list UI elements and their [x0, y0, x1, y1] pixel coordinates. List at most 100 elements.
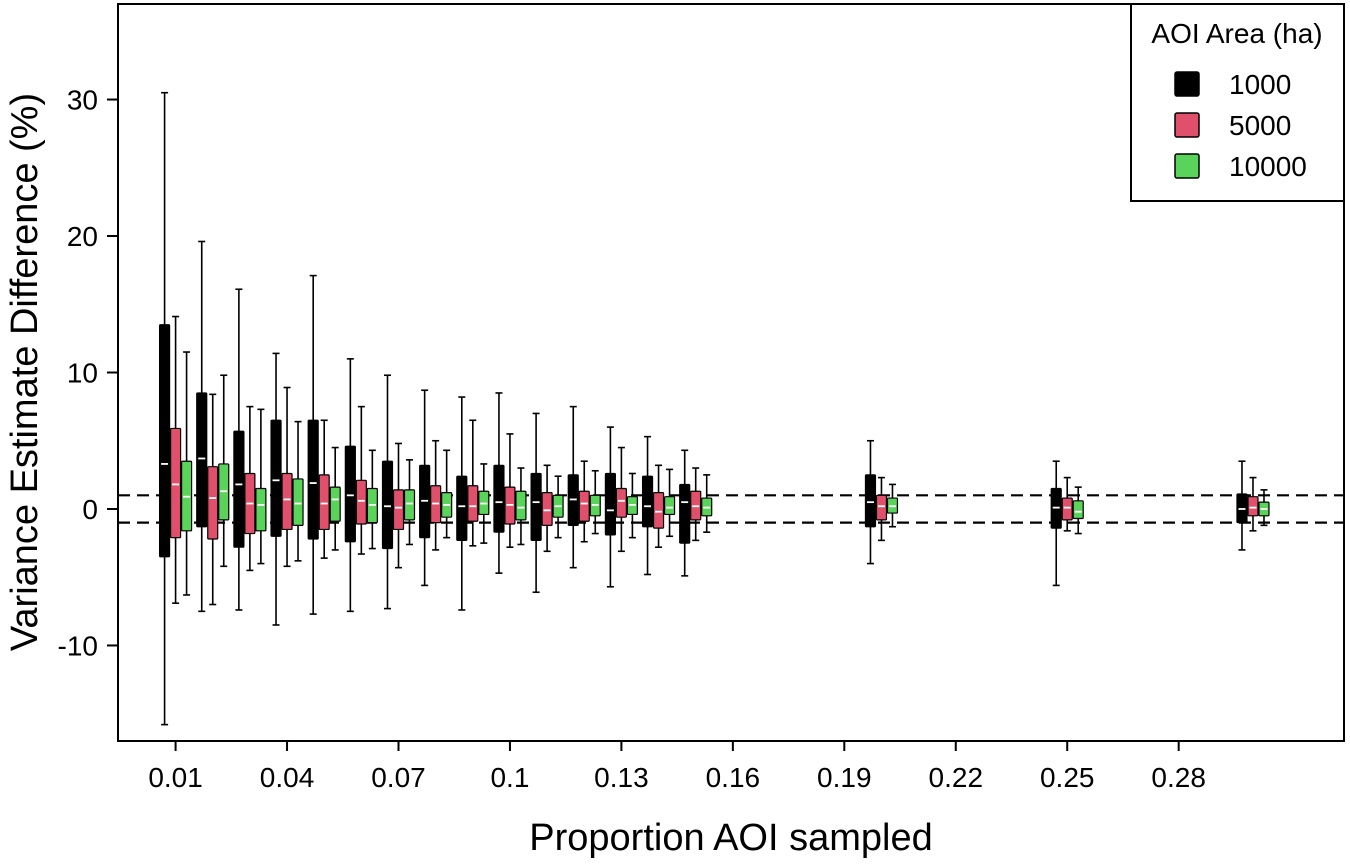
box-10000-0.14 — [663, 468, 676, 538]
box — [158, 324, 171, 558]
box-5000-0.11 — [541, 464, 553, 553]
box-1000-0.03 — [233, 288, 245, 611]
box-1000-0.09 — [456, 396, 468, 611]
box — [875, 494, 888, 521]
box-10000-0.08 — [441, 449, 453, 539]
box — [270, 419, 282, 537]
y-tick-label: 0 — [82, 494, 98, 525]
box — [292, 478, 304, 526]
x-axis-label: Proportion AOI sampled — [529, 817, 932, 859]
box-1000-0.11 — [530, 412, 542, 594]
box — [233, 430, 245, 548]
y-axis: -10 0 10 20 30 — [58, 85, 118, 661]
box — [307, 419, 319, 540]
box-1000-0.05 — [307, 274, 319, 615]
box-5000-0.12 — [578, 460, 590, 543]
legend-title: AOI Area (ha) — [1151, 18, 1322, 49]
series-1000 — [158, 91, 1248, 726]
box-5000-0.14 — [652, 464, 665, 548]
box-10000-0.04 — [292, 420, 304, 562]
x-tick-label: 0.19 — [817, 762, 872, 793]
box — [355, 479, 367, 525]
legend-label: 10000 — [1229, 151, 1307, 182]
y-tick-label: -10 — [58, 630, 98, 661]
box — [207, 466, 219, 540]
box-1000-0.25 — [1050, 460, 1062, 587]
box — [281, 472, 293, 531]
box — [329, 486, 341, 522]
box-10000-0.13 — [626, 472, 639, 539]
box — [381, 460, 394, 550]
box — [679, 483, 691, 544]
box-1000-0.14 — [641, 435, 654, 576]
box-5000-0.04 — [281, 386, 293, 568]
box-1000-0.1 — [493, 392, 505, 574]
box-1000-0.06 — [344, 358, 356, 613]
x-tick-label: 0.13 — [594, 762, 649, 793]
box — [615, 487, 628, 518]
box-5000-0.1 — [504, 433, 516, 548]
x-tick-label: 0.25 — [1040, 762, 1095, 793]
box — [196, 392, 208, 528]
box-5000-0.06 — [355, 405, 367, 555]
box-5000-0.03 — [244, 405, 256, 572]
legend-swatch — [1174, 71, 1200, 97]
box-5000-0.13 — [615, 446, 628, 553]
legend-label: 1000 — [1229, 69, 1291, 100]
box-10000-0.09 — [478, 463, 490, 544]
box-1000-0.13 — [604, 426, 617, 588]
y-tick-label: 10 — [67, 358, 98, 389]
box-10000-0.11 — [552, 475, 564, 539]
box-1000-0.04 — [270, 352, 282, 626]
box-5000-0.08 — [430, 439, 442, 551]
x-axis: 0.01 0.04 0.07 0.1 0.13 0.16 0.19 0.22 0.25 0.28 — [148, 741, 1206, 793]
legend: AOI Area (ha) 1000 5000 10000 — [1130, 3, 1345, 202]
box-5000-0.15 — [690, 467, 702, 542]
box — [515, 490, 527, 521]
legend-box — [1130, 3, 1345, 202]
x-tick-label: 0.28 — [1151, 762, 1206, 793]
box-10000-0.06 — [366, 449, 378, 550]
box-1000-0.3 — [1236, 460, 1248, 551]
x-tick-label: 0.1 — [490, 762, 529, 793]
box-10000-0.12 — [589, 469, 601, 535]
box — [344, 445, 356, 543]
x-tick-label: 0.22 — [929, 762, 984, 793]
box — [1072, 500, 1084, 520]
x-tick-label: 0.01 — [148, 762, 203, 793]
y-axis-label: Variance Estimate Difference (%) — [4, 93, 46, 651]
box-10000-0.2 — [886, 483, 899, 528]
box-5000-0.09 — [467, 419, 479, 547]
box — [169, 427, 182, 539]
box-5000-0.3 — [1247, 476, 1259, 532]
x-tick-label: 0.16 — [706, 762, 761, 793]
box — [467, 485, 479, 522]
box — [864, 474, 877, 528]
box — [1061, 497, 1073, 521]
box-plot-series — [158, 91, 1270, 726]
box-5000-0.01 — [169, 315, 182, 604]
box-5000-0.2 — [875, 476, 888, 542]
box-10000-0.15 — [701, 474, 713, 533]
box-5000-0.07 — [392, 442, 405, 569]
box-1000-0.12 — [567, 405, 579, 569]
legend-swatch — [1174, 112, 1200, 138]
box-1000-0.2 — [864, 439, 877, 565]
box — [1247, 496, 1259, 517]
box — [604, 472, 617, 536]
box-10000-0.07 — [403, 459, 416, 546]
box — [456, 475, 468, 541]
box-1000-0.15 — [679, 449, 691, 577]
box-10000-0.25 — [1072, 486, 1084, 535]
box — [255, 487, 267, 532]
box-5000-0.25 — [1061, 476, 1073, 532]
box-10000-0.03 — [255, 408, 267, 565]
box — [493, 464, 505, 533]
legend-entry-1000: 1000 — [1174, 69, 1291, 100]
box-5000-0.05 — [318, 419, 330, 559]
box-10000-0.01 — [180, 351, 193, 596]
box-1000-0.02 — [196, 240, 208, 613]
box-1000-0.07 — [381, 374, 394, 610]
x-tick-label: 0.04 — [260, 762, 315, 793]
